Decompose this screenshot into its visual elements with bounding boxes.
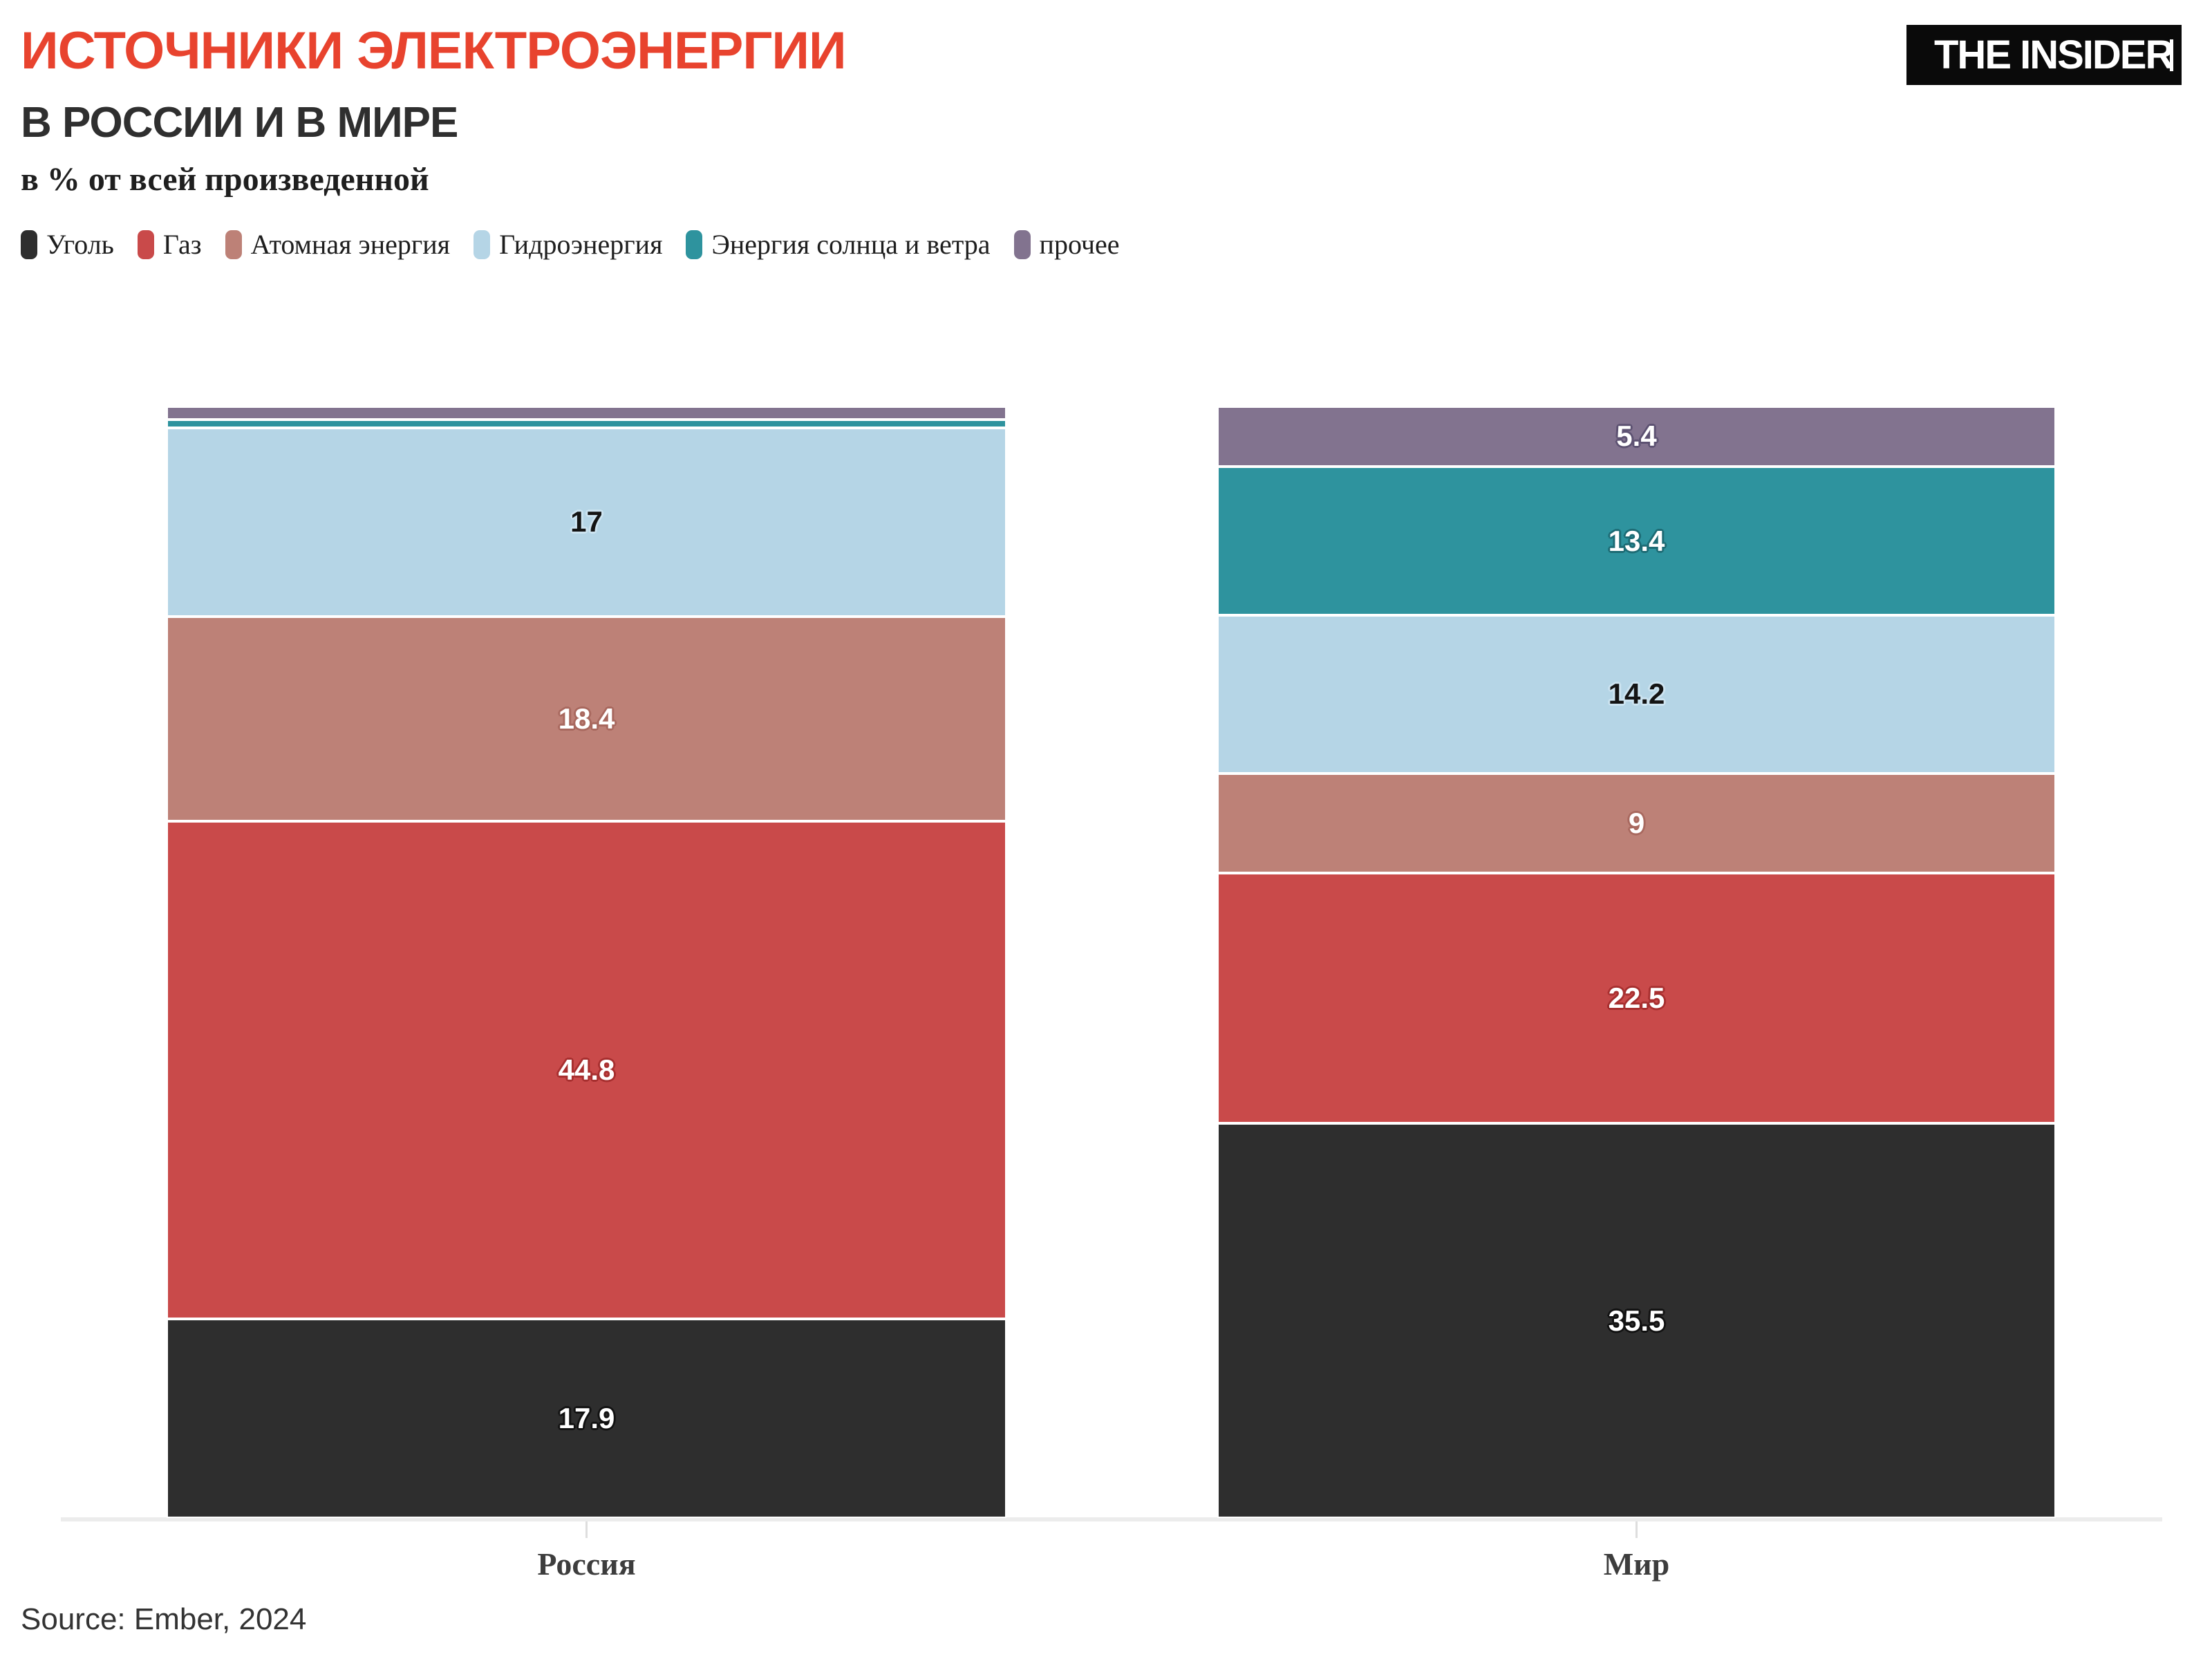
- legend-item-nuclear: Атомная энергия: [225, 228, 451, 261]
- bar-value-label-hydro-world: 14.2: [1608, 677, 1665, 711]
- bar-value-label-gas-russia: 44.8: [558, 1053, 615, 1086]
- bar-value-label-nuclear-russia: 18.4: [558, 702, 615, 735]
- legend-item-coal: Уголь: [21, 228, 114, 261]
- x-axis-line: [61, 1517, 2162, 1521]
- page-title: ИСТОЧНИКИ ЭЛЕКТРОЭНЕРГИИ: [21, 21, 847, 80]
- unit-note: в % от всей произведенной: [21, 161, 429, 198]
- bar-segment-gas-russia[interactable]: 44.8: [167, 821, 1006, 1320]
- logo-text: THE INSIDER: [1934, 32, 2174, 77]
- bar-value-label-nuclear-world: 9: [1628, 806, 1645, 839]
- legend-label: Атомная энергия: [250, 229, 451, 260]
- legend-label: Газ: [162, 229, 202, 260]
- page-subtitle: В РОССИИ И В МИРЕ: [21, 99, 458, 147]
- bar-segment-coal-world[interactable]: 35.5: [1217, 1123, 2056, 1518]
- legend-label: прочее: [1039, 229, 1120, 260]
- legend: Уголь Газ Атомная энергия Гидроэнергия Энерг…: [21, 228, 2143, 261]
- legend-label: Гидроэнергия: [499, 229, 663, 260]
- bar-segment-solar-wind-world[interactable]: 13.4: [1217, 466, 2056, 616]
- bar-segment-gas-world[interactable]: 22.5: [1217, 873, 2056, 1124]
- x-axis-tick-russia: [585, 1521, 588, 1538]
- bar-segment-coal-russia[interactable]: 17.9: [167, 1319, 1006, 1518]
- source-note: Source: Ember, 2024: [21, 1602, 307, 1636]
- legend-swatch-hydro: [474, 229, 491, 259]
- the-insider-logo: THE INSIDER: [1906, 25, 2182, 85]
- bar-world: 5.4 13.4 14.2 9 22.5 35.5: [1217, 406, 2056, 1518]
- legend-label: Уголь: [46, 229, 114, 260]
- legend-swatch-gas: [137, 229, 154, 259]
- x-axis-label-russia: Россия: [537, 1546, 636, 1582]
- bar-segment-other-russia[interactable]: [167, 406, 1006, 420]
- bar-russia: 17 18.4 44.8 17.9: [167, 406, 1006, 1518]
- legend-swatch-solar-wind: [686, 229, 703, 259]
- bar-value-label-solar-wind-world: 13.4: [1608, 524, 1665, 557]
- legend-swatch-nuclear: [225, 229, 242, 259]
- bar-segment-nuclear-world[interactable]: 9: [1217, 773, 2056, 874]
- bar-segment-hydro-russia[interactable]: 17: [167, 427, 1006, 617]
- bar-value-label-other-world: 5.4: [1616, 420, 1657, 453]
- stacked-bar-chart: 17 18.4 44.8 17.9 5.4 13.4 14.2 9 22.5 35.5 Росс…: [61, 406, 2162, 1582]
- legend-item-other: прочее: [1013, 228, 1120, 261]
- logo-cursor-bar: [2170, 39, 2173, 71]
- legend-item-gas: Газ: [137, 228, 202, 261]
- legend-item-hydro: Гидроэнергия: [474, 228, 662, 261]
- legend-item-solar-wind: Энергия солнца и ветра: [686, 228, 991, 261]
- bar-value-label-coal-russia: 17.9: [558, 1402, 615, 1435]
- bar-value-label-gas-world: 22.5: [1608, 982, 1665, 1015]
- legend-label: Энергия солнца и ветра: [711, 229, 991, 260]
- bar-value-label-coal-world: 35.5: [1608, 1304, 1665, 1337]
- bar-segment-hydro-world[interactable]: 14.2: [1217, 615, 2056, 774]
- x-axis-tick-world: [1635, 1521, 1638, 1538]
- bar-segment-solar-wind-russia[interactable]: [167, 420, 1006, 428]
- bar-value-label-hydro-russia: 17: [570, 505, 603, 538]
- bar-segment-nuclear-russia[interactable]: 18.4: [167, 616, 1006, 821]
- legend-swatch-coal: [21, 229, 37, 259]
- legend-swatch-other: [1013, 229, 1031, 259]
- x-axis-label-world: Мир: [1603, 1546, 1670, 1582]
- bar-segment-other-world[interactable]: 5.4: [1217, 406, 2056, 467]
